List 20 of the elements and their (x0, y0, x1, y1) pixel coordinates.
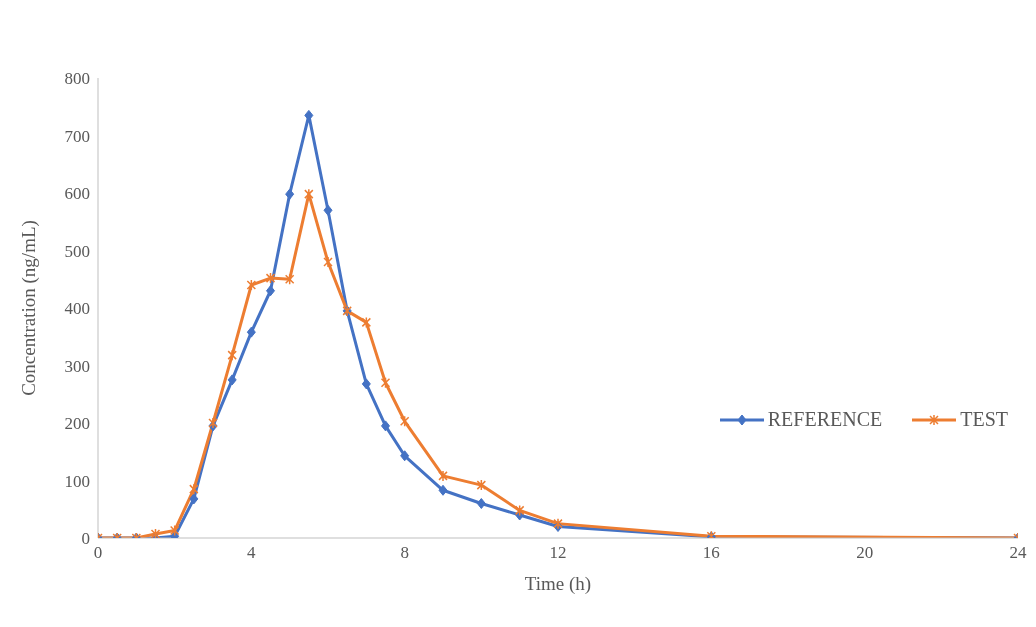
x-tick-label: 24 (1009, 543, 1027, 563)
y-tick-label: 100 (64, 471, 90, 491)
y-tick-label: 0 (81, 529, 90, 549)
y-tick-label: 200 (64, 414, 90, 434)
y-tick-label: 800 (64, 69, 90, 89)
legend-label: REFERENCE (767, 408, 883, 431)
y-tick-label: 600 (64, 184, 90, 204)
y-tick-label: 700 (64, 126, 90, 146)
x-tick-label: 12 (549, 543, 567, 563)
x-tick-label: 20 (856, 543, 874, 563)
x-tick-label: 0 (93, 543, 103, 563)
y-tick-label: 500 (64, 241, 90, 261)
x-tick-label: 8 (400, 543, 409, 563)
x-tick-label: 4 (247, 543, 257, 563)
x-axis-title: Time (h) (524, 573, 592, 595)
y-tick-label: 400 (64, 299, 90, 319)
y-axis-title: Concentration (ng/mL) (17, 220, 40, 396)
y-tick-label: 300 (64, 356, 90, 376)
x-tick-label: 16 (702, 543, 720, 563)
legend-label: TEST (960, 408, 1008, 431)
